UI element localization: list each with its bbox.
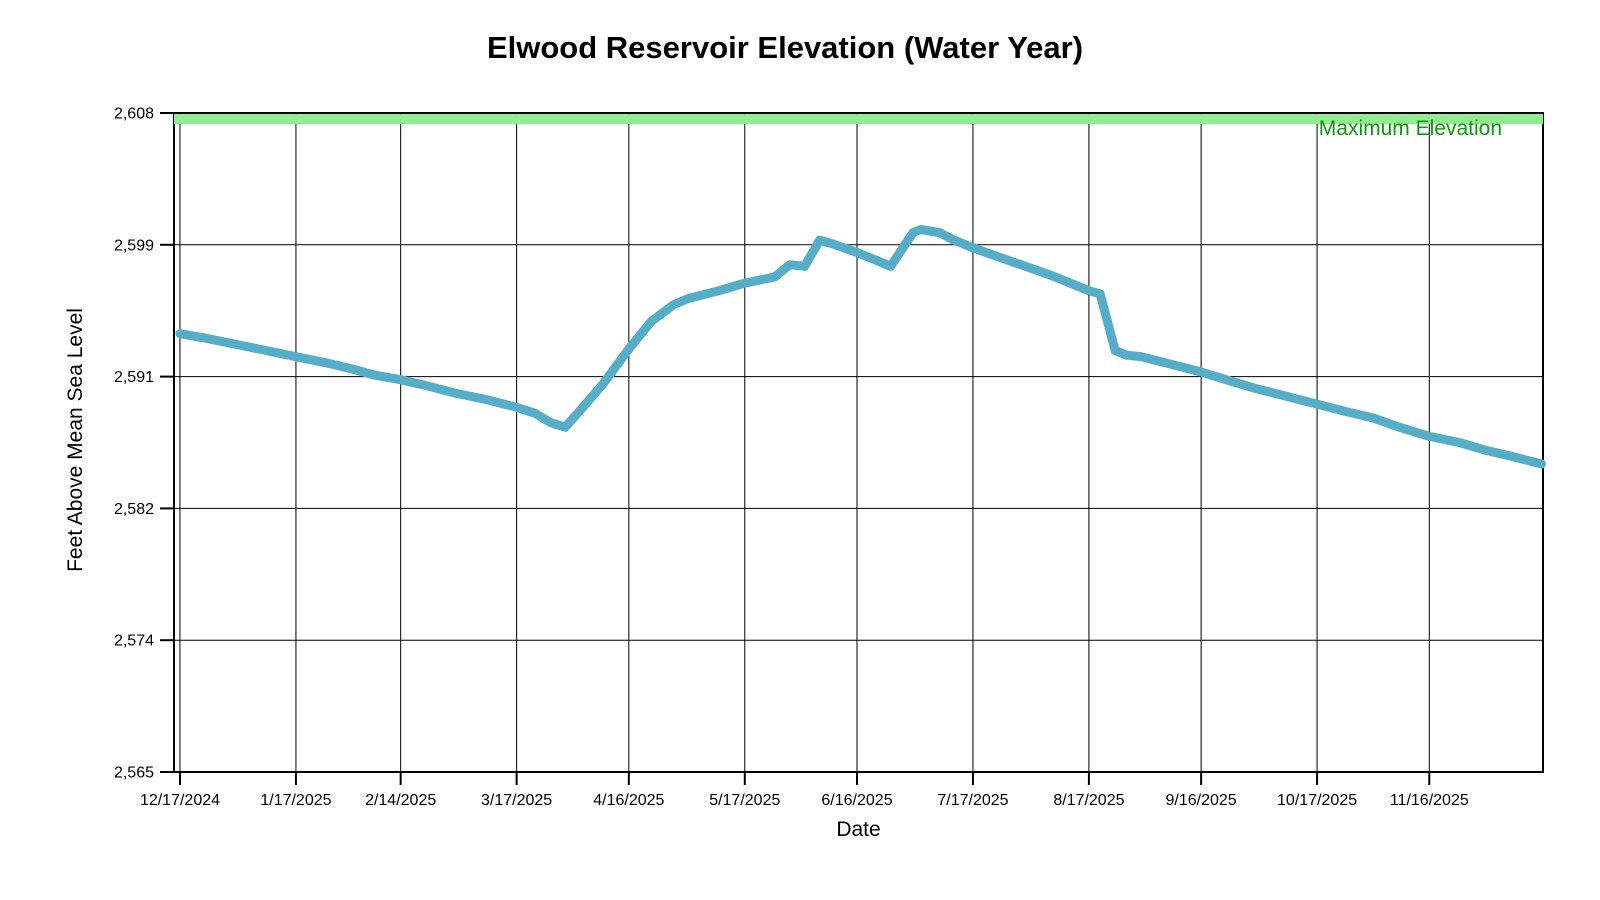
x-tick-label: 7/17/2025: [937, 792, 1008, 809]
x-tick-label: 6/16/2025: [821, 792, 892, 809]
x-tick-label: 11/16/2025: [1390, 792, 1469, 809]
x-tick-label: 12/17/2024: [140, 792, 220, 809]
y-tick-label: 2,591: [114, 369, 154, 386]
x-axis-title: Date: [836, 818, 881, 841]
y-tick-label: 2,574: [114, 633, 154, 650]
x-tick-label: 3/17/2025: [481, 792, 552, 809]
x-tick-label: 10/17/2025: [1277, 792, 1357, 809]
elevation-series-line: [175, 225, 1546, 469]
y-axis-title: Feet Above Mean Sea Level: [64, 308, 87, 572]
y-tick-label: 2,608: [114, 106, 154, 123]
y-tick-label: 2,599: [114, 237, 154, 254]
x-tick-label: 1/17/2025: [260, 792, 331, 809]
y-tick-label: 2,565: [114, 765, 154, 782]
chart-title: Elwood Reservoir Elevation (Water Year): [486, 30, 1084, 65]
plot-border: [173, 112, 1544, 773]
x-tick-label: 8/17/2025: [1053, 792, 1124, 809]
x-tick-label: 2/14/2025: [365, 792, 436, 809]
y-tick-label: 2,582: [114, 501, 154, 518]
max-elevation-label: Maximum Elevation: [1318, 117, 1502, 140]
x-tick-label: 4/16/2025: [593, 792, 664, 809]
x-tick-label: 5/17/2025: [709, 792, 780, 809]
x-tick-label: 9/16/2025: [1166, 792, 1237, 809]
